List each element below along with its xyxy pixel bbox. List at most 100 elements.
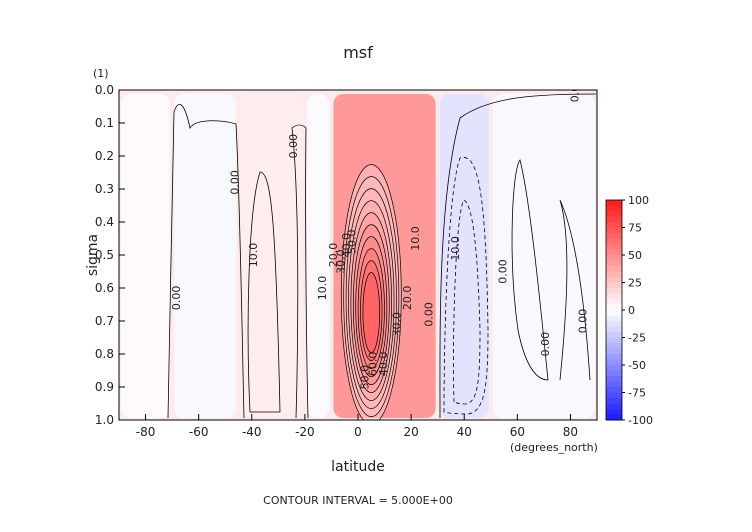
colorbar-segment	[606, 321, 622, 327]
colorbar-tick-label-2: 50	[628, 249, 642, 262]
contour-label-10: 10.0	[409, 226, 422, 251]
contour-label-18: 0.00	[497, 259, 510, 284]
colorbar-segment	[606, 326, 622, 333]
contour-label-12: 30.0	[390, 312, 403, 337]
zero-contour-right-column	[439, 93, 597, 419]
colorbar-segment	[606, 266, 622, 272]
colorbar-segment	[606, 392, 622, 399]
contour-label-15: 60.0	[367, 352, 380, 377]
colorbar-segment	[606, 348, 622, 355]
x-units-label: (degrees_north)	[510, 441, 598, 454]
contour-label-6: 20.0	[327, 243, 340, 268]
x-tick-label-3: -20	[295, 425, 315, 439]
contour-label-14: 50.0	[359, 365, 372, 390]
colorbar-segment	[606, 282, 622, 289]
contour-label-8: 40.0	[340, 233, 353, 258]
contour-label-20: 0.00	[576, 309, 589, 334]
y-tick-label-0: 0.0	[95, 83, 114, 97]
colorbar-tick-label-1: 75	[628, 222, 642, 235]
contour-ring-0	[340, 164, 402, 420]
contour-label-11: 20.0	[401, 286, 414, 311]
y-units-label: (1)	[93, 67, 109, 80]
colorbar-segment	[606, 260, 622, 267]
colorbar-tick-label-3: 25	[628, 277, 642, 290]
colorbar-segment	[606, 271, 622, 278]
colorbar-tick-label-4: 0	[628, 304, 635, 317]
colorbar-segment	[606, 359, 622, 366]
colorbar-segment	[606, 310, 622, 316]
colorbar-segment	[606, 403, 622, 410]
y-tick-label-2: 0.2	[95, 149, 114, 163]
contour-20-neg	[453, 199, 481, 405]
colorbar-segment	[606, 381, 622, 388]
colorbar-segment	[606, 354, 622, 360]
contour-label-3: 0.00	[170, 286, 183, 311]
contour-lines	[167, 93, 597, 419]
contour-label-16: 0.00	[422, 302, 435, 327]
contour-ring-2	[345, 188, 397, 409]
colorbar-segment	[606, 365, 622, 371]
x-axis-label: latitude	[331, 459, 385, 475]
colorbar-segment	[606, 238, 622, 245]
contour-label-13: 40.0	[377, 352, 390, 377]
contour-rings	[340, 164, 402, 420]
colorbar-segment	[606, 233, 622, 239]
zero-contour-left	[167, 104, 245, 419]
contour-label-17: 10.0	[449, 236, 462, 261]
field-cell-1	[174, 94, 237, 418]
zero-contour-mid	[291, 124, 309, 419]
contour-label-1: 0.00	[287, 134, 300, 159]
colorbar-tick-label-0: 100	[628, 194, 649, 207]
colorbar-segment	[606, 376, 622, 382]
colorbar-segment	[606, 227, 622, 234]
x-tick-label-4: 0	[354, 425, 362, 439]
colorbar-segment	[606, 293, 622, 300]
x-tick-label-7: 60	[510, 425, 525, 439]
y-axis: 0.0 0.1 0.2 0.3 0.4 0.5 0.6 0.7 0.8 0.9 1.0	[95, 83, 125, 427]
zero-contour-far-right	[559, 199, 591, 381]
y-tick-label-6: 0.6	[95, 281, 114, 295]
colorbar-segment	[606, 299, 622, 305]
colorbar-tick-label-7: -75	[628, 387, 646, 400]
contour-label-2: 0.00	[229, 170, 242, 195]
colorbar-segment	[606, 315, 622, 322]
y-tick-label-5: 0.5	[95, 248, 114, 262]
contour-ring-8	[360, 260, 383, 361]
x-axis: -80 -60 -40 -20 0 20 40 60 80	[136, 414, 578, 439]
field-cell-3	[306, 94, 330, 418]
contour-ring-9	[362, 272, 381, 353]
colorbar-segment	[606, 244, 622, 250]
x-tick-label-5: 20	[403, 425, 418, 439]
field-cell-2	[240, 94, 303, 418]
contour-10-left	[247, 171, 281, 413]
field-cell-6	[492, 94, 595, 418]
contour-interval-footer: CONTOUR INTERVAL = 5.000E+00	[263, 494, 453, 507]
colorbar-segment	[606, 304, 622, 311]
colorbar-segment	[606, 277, 622, 283]
y-tick-label-8: 0.8	[95, 347, 114, 361]
chart-title: msf	[343, 43, 373, 62]
contour-labels: 0.000.000.000.0010.010.020.030.040.050.0…	[170, 78, 589, 390]
contour-label-0: 0.00	[568, 78, 581, 103]
contour-label-7: 30.0	[335, 249, 348, 274]
y-tick-label-7: 0.7	[95, 314, 114, 328]
contour-ring-3	[348, 200, 395, 401]
colorbar-segment	[606, 216, 622, 223]
colorbar-segment	[606, 343, 622, 349]
colorbar-segment	[606, 398, 622, 404]
y-tick-label-3: 0.3	[95, 182, 114, 196]
y-tick-label-10: 1.0	[95, 413, 114, 427]
colorbar: 100 75 50 25 0 -25 -50 -75 -100	[605, 194, 653, 427]
colorbar-segment	[606, 255, 622, 261]
x-tick-label-0: -80	[136, 425, 156, 439]
colorbar-segment	[606, 409, 622, 415]
y-tick-label-4: 0.4	[95, 215, 114, 229]
x-tick-label-2: -40	[242, 425, 262, 439]
colorbar-segment	[606, 211, 622, 217]
field-cell-5	[439, 94, 489, 418]
colorbar-tick-label-6: -50	[628, 359, 646, 372]
x-tick-label-6: 40	[457, 425, 472, 439]
colorbar-segment	[606, 200, 622, 206]
colorbar-tick-label-8: -100	[628, 414, 653, 427]
y-tick-label-9: 0.9	[95, 380, 114, 394]
